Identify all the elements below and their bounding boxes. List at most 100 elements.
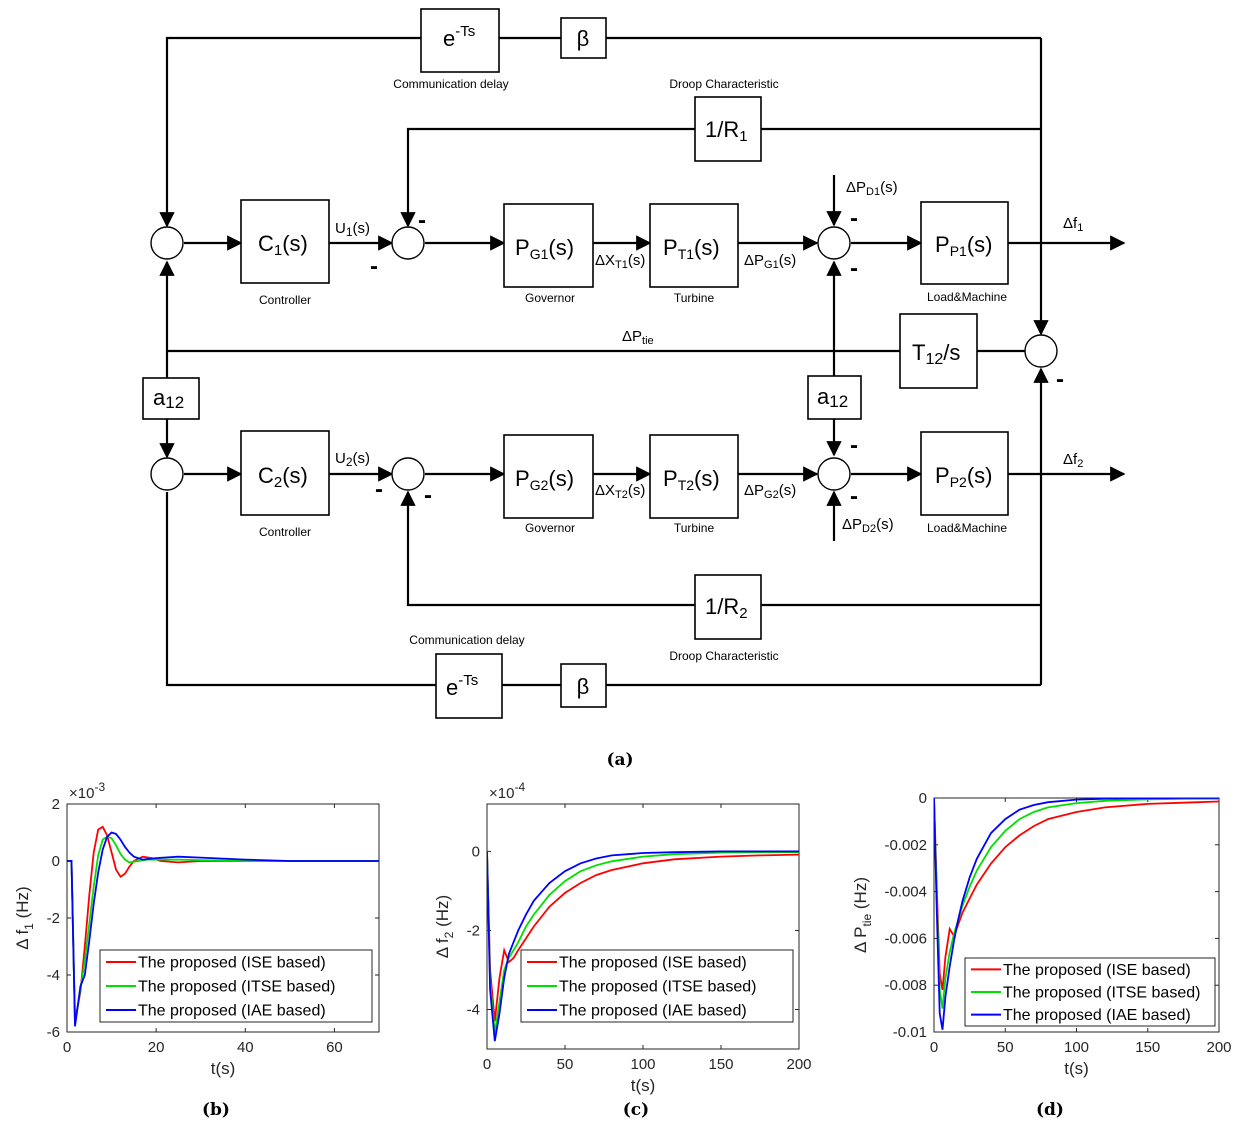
wire-bottom-delay-sum4 — [165, 492, 436, 687]
caption-a: (a) — [606, 750, 633, 770]
wire-droop1-out — [400, 127, 695, 228]
a12-left-block: a12 — [142, 377, 200, 420]
y-tick-label: -0.004 — [884, 884, 927, 901]
block-diagram: e-Ts Communication delay β Droop Charact… — [142, 8, 1126, 770]
x-tick-label: 60 — [326, 1039, 343, 1056]
communication-delay-label-bottom: Communication delay — [409, 633, 524, 647]
x-tick-label: 200 — [786, 1056, 811, 1073]
minus-sum6-top: - — [850, 432, 858, 459]
minus-sum6-bottom: - — [850, 483, 858, 510]
signal-u2: U2(s) — [335, 450, 370, 469]
c1-text: C1(s) — [258, 231, 308, 259]
t12-text: T12/s — [912, 340, 960, 368]
signal-dptie: ΔPtie — [622, 328, 654, 347]
beta-block-bottom: β — [560, 663, 607, 708]
pt1-block: PT1(s) — [649, 203, 739, 288]
pp1-text: PP1(s) — [935, 232, 992, 259]
sum-junction-3 — [817, 226, 851, 260]
beta-bottom-text: β — [577, 674, 590, 699]
minus-sum2-left: - — [370, 253, 378, 280]
x-axis-label: t(s) — [631, 1076, 656, 1095]
sum-junction-4 — [150, 457, 184, 491]
pg2-block: PG2(s) — [503, 434, 594, 519]
wire-droop2-out — [400, 490, 695, 607]
t12-block: T12/s — [899, 313, 978, 389]
legend-label: The proposed (ITSE based) — [1003, 985, 1200, 1002]
x-axis-label: t(s) — [1064, 1059, 1089, 1078]
y-tick-label: -0.002 — [884, 837, 927, 854]
governor1-label: Governor — [525, 291, 575, 305]
signal-dpg2: ΔPG2(s) — [744, 482, 796, 501]
signal-dxt1: ΔXT1(s) — [595, 252, 645, 271]
signal-dpd1: ΔPD1(s) — [846, 179, 898, 198]
turbine2-label: Turbine — [674, 521, 715, 535]
chart-caption: (d) — [1036, 1100, 1064, 1120]
x-tick-label: 200 — [1206, 1039, 1231, 1056]
minus-sum5-bottom: - — [424, 482, 432, 509]
chart-caption: (b) — [202, 1100, 230, 1120]
series-line — [487, 850, 799, 1042]
legend-label: The proposed (ITSE based) — [559, 979, 756, 996]
c1-block: C1(s) — [240, 199, 330, 284]
x-tick-label: 50 — [557, 1056, 574, 1073]
y-tick-label: 0 — [52, 853, 60, 870]
y-axis-label: Δ f1 (Hz) — [13, 886, 36, 949]
x-tick-label: 100 — [630, 1056, 655, 1073]
pg2-text: PG2(s) — [515, 466, 574, 493]
delay-block-bottom: e-Ts — [435, 653, 503, 719]
signal-df1: Δf1 — [1063, 215, 1083, 234]
delay-block-top: e-Ts — [420, 8, 500, 73]
c2-text: C2(s) — [258, 463, 308, 491]
sum-junction-tie — [1024, 334, 1058, 368]
axis-exponent: ×10-4 — [489, 780, 525, 802]
minus-sum3-bottom: - — [850, 255, 858, 282]
x-tick-label: 0 — [63, 1039, 71, 1056]
y-tick-label: -4 — [467, 1001, 480, 1018]
a12-left-text: a12 — [153, 385, 184, 412]
pt2-text: PT2(s) — [663, 466, 720, 493]
axis-exponent: ×10-3 — [69, 780, 105, 802]
y-tick-label: -4 — [47, 967, 60, 984]
y-tick-label: -0.01 — [893, 1024, 927, 1041]
pt2-block: PT2(s) — [649, 434, 739, 519]
x-tick-label: 150 — [708, 1056, 733, 1073]
x-tick-label: 0 — [483, 1056, 491, 1073]
minus-sumtie: - — [1056, 366, 1064, 393]
series-line — [67, 835, 379, 1024]
beta-block-top: β — [560, 17, 607, 59]
sum-junction-6 — [817, 457, 851, 491]
y-tick-label: 0 — [919, 790, 927, 807]
legend-label: The proposed (ISE based) — [1003, 962, 1191, 979]
y-axis-label: Δ f2 (Hz) — [433, 895, 456, 958]
y-tick-label: -0.008 — [884, 977, 927, 994]
chart-d: 0 50 100 150 200 -0.01 -0.008 -0.006 -0.004 -0.00… — [851, 790, 1232, 1120]
controller2-label: Controller — [259, 525, 311, 539]
pt1-text: PT1(s) — [663, 235, 720, 262]
series-line — [67, 831, 379, 1027]
wire-delay-sum1 — [159, 36, 421, 228]
chart-b: 0 20 40 60 -6 -4 -2 0 2 ×10-3 t(s) Δ f1 (Hz) The pro… — [13, 780, 380, 1120]
pp2-block: PP2(s) — [920, 431, 1009, 516]
series-line — [934, 798, 1219, 1009]
sum-junction-2 — [391, 226, 425, 260]
signal-dpg1: ΔPG1(s) — [744, 252, 796, 271]
droop2-block: 1/R2 — [694, 574, 762, 640]
sum-junction-5 — [391, 457, 425, 491]
minus-sum5-left: - — [375, 476, 383, 503]
pg1-text: PG1(s) — [515, 235, 574, 262]
x-tick-label: 100 — [1064, 1039, 1089, 1056]
governor2-label: Governor — [525, 521, 575, 535]
legend-box — [520, 949, 794, 1023]
minus-sum2-top: - — [418, 207, 426, 234]
legend-label: The proposed (IAE based) — [1003, 1007, 1191, 1024]
y-axis-label: Δ Ptie (Hz) — [851, 877, 874, 953]
y-tick-label: -2 — [467, 922, 480, 939]
pp2-text: PP2(s) — [935, 463, 992, 490]
load2-label: Load&Machine — [927, 521, 1007, 535]
legend-label: The proposed (ITSE based) — [138, 979, 335, 996]
pg1-block: PG1(s) — [503, 203, 594, 288]
y-tick-label: 2 — [52, 796, 60, 813]
series-line — [487, 851, 799, 1022]
droop-label-top: Droop Characteristic — [669, 77, 778, 91]
